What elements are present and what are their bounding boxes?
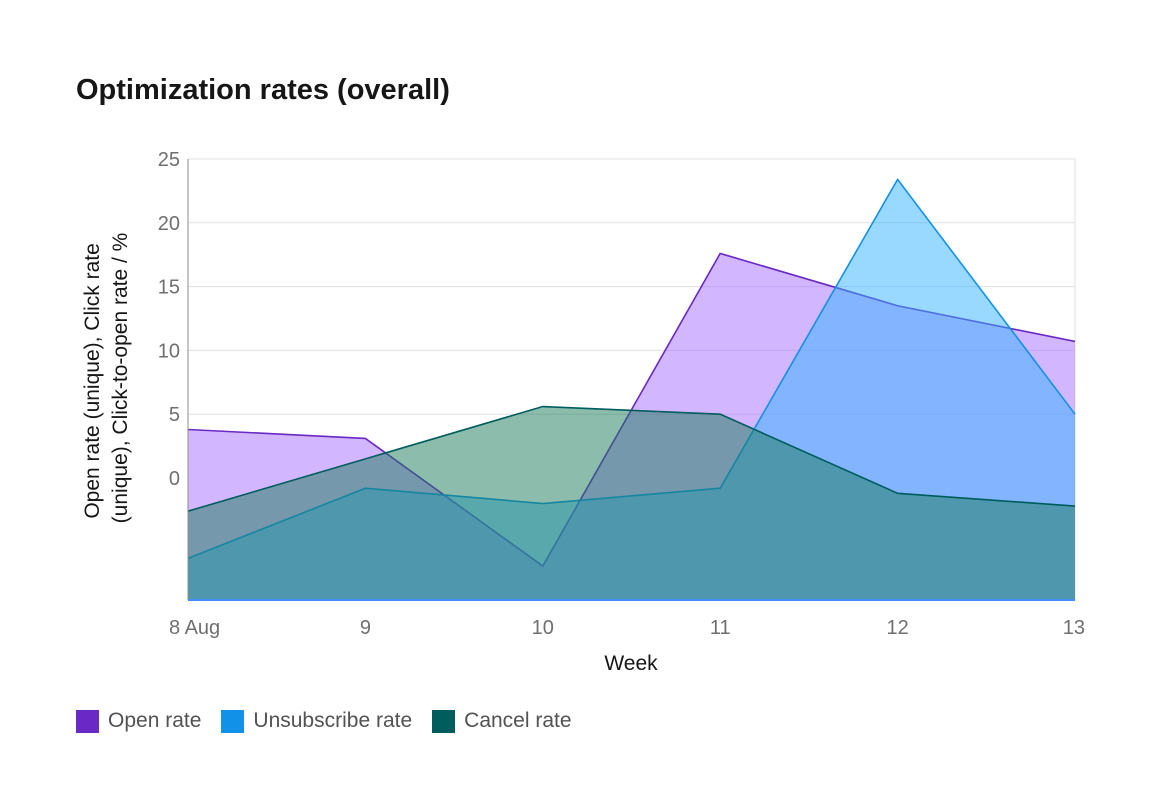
x-tick-label: 10 [532,617,554,639]
chart-title: Optimization rates (overall) [76,74,450,106]
series-areas [187,177,1076,600]
y-tick-label: 0 [169,468,180,490]
area-cancel-rate [188,406,1075,600]
legend-swatch-cancel-rate [432,709,456,733]
x-tick-label: 9 [360,617,371,639]
y-tick-label: 15 [158,277,180,299]
legend-item-open-rate[interactable]: Open rate [76,709,201,733]
legend-swatch-unsubscribe-rate [221,709,245,733]
y-tick-label: 5 [169,404,180,426]
y-tick-label: 20 [158,213,180,235]
legend-label-unsubscribe-rate: Unsubscribe rate [253,709,413,732]
tick-labels: 0 5 10 15 20 25 8 Aug 9 10 11 12 13 [158,149,1085,639]
axes [187,159,1075,601]
y-tick-label: 25 [158,149,180,171]
legend-item-cancel-rate[interactable]: Cancel rate [432,709,572,733]
x-axis-title: Week [604,652,658,675]
legend-label-cancel-rate: Cancel rate [464,709,572,732]
y-axis-title-line-1: Open rate (unique), Click rate [81,243,104,518]
y-axis-title: Open rate (unique), Click rate (unique),… [81,233,132,524]
x-tick-label: 12 [886,617,908,639]
x-tick-label: 13 [1063,617,1085,639]
legend-swatch-open-rate [76,709,99,733]
legend-label-open-rate: Open rate [108,709,202,732]
line-cancel-rate [187,405,1076,512]
x-tick-label: 11 [710,617,731,639]
y-axis-title-line-2: (unique), Click-to-open rate / % [109,233,132,524]
legend-item-unsubscribe-rate[interactable]: Unsubscribe rate [221,709,412,733]
legend: Open rate Unsubscribe rate Cancel rate [76,709,572,733]
y-tick-label: 10 [158,340,180,362]
x-tick-label: 8 Aug [169,617,220,639]
